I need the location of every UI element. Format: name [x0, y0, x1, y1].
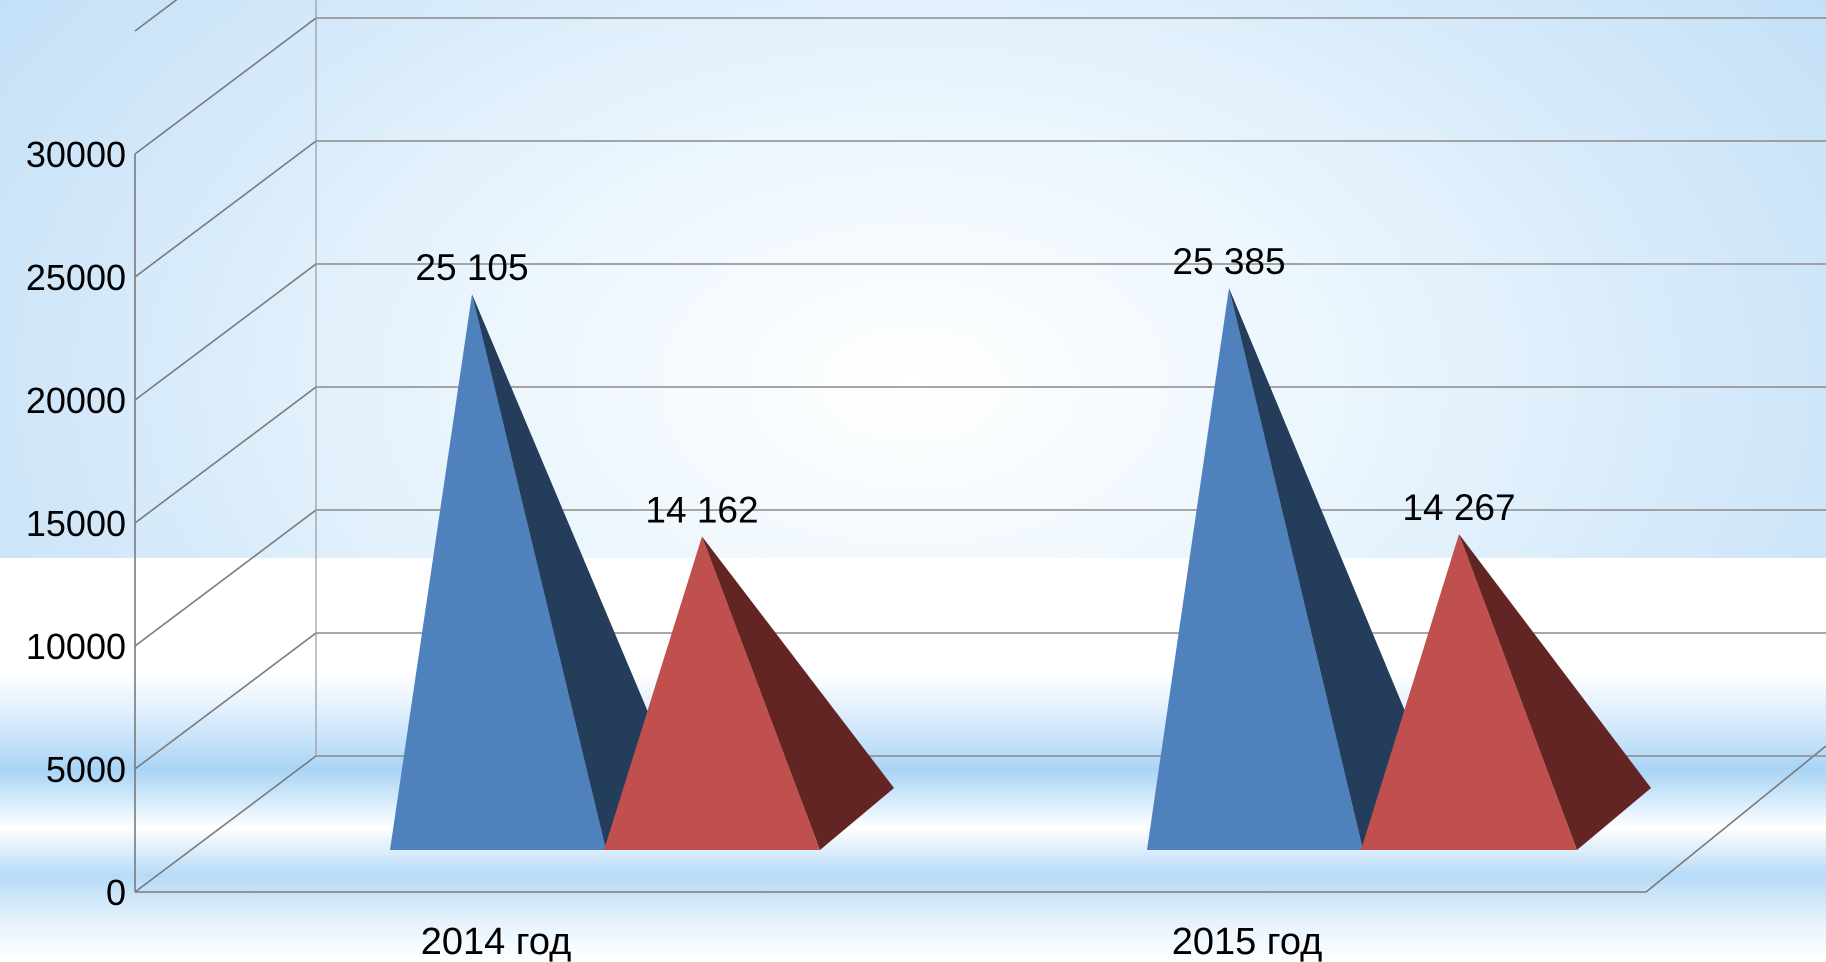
y-tick-label: 15000	[26, 503, 126, 544]
data-label: 14 162	[645, 489, 758, 530]
pyramid-side-face	[702, 536, 894, 850]
grid-depth-line	[134, 632, 317, 770]
y-tick-label: 25000	[26, 257, 126, 298]
y-tick-label: 10000	[26, 626, 126, 667]
pyramid-front-face	[604, 536, 820, 850]
x-category-label: 2015 год	[1172, 921, 1323, 962]
grid-depth-line	[134, 0, 178, 32]
x-category-label: 2014 год	[421, 921, 572, 962]
pyramid-side-face	[1459, 534, 1651, 850]
pyramid-front-face	[390, 294, 606, 850]
floor-line	[135, 745, 1826, 893]
grid-depth-line	[134, 386, 317, 524]
grid-depth-line	[134, 755, 317, 893]
grid-depth-line	[134, 509, 317, 647]
pyramid-side-face	[1229, 287, 1437, 851]
grid-depth-line	[134, 263, 317, 401]
y-tick-label: 0	[106, 872, 126, 913]
data-label: 25 105	[415, 247, 528, 288]
pyramid-front-face	[1361, 534, 1577, 850]
y-tick-label: 30000	[26, 134, 126, 175]
grid-depth-line	[134, 140, 317, 278]
pyramid-side-face	[472, 294, 680, 850]
pyramid-front-face	[1147, 287, 1363, 851]
y-tick-label: 5000	[46, 749, 126, 790]
data-label: 25 385	[1172, 241, 1285, 282]
grid-depth-line	[134, 17, 317, 155]
y-tick-label: 20000	[26, 380, 126, 421]
data-label: 14 267	[1402, 487, 1515, 528]
